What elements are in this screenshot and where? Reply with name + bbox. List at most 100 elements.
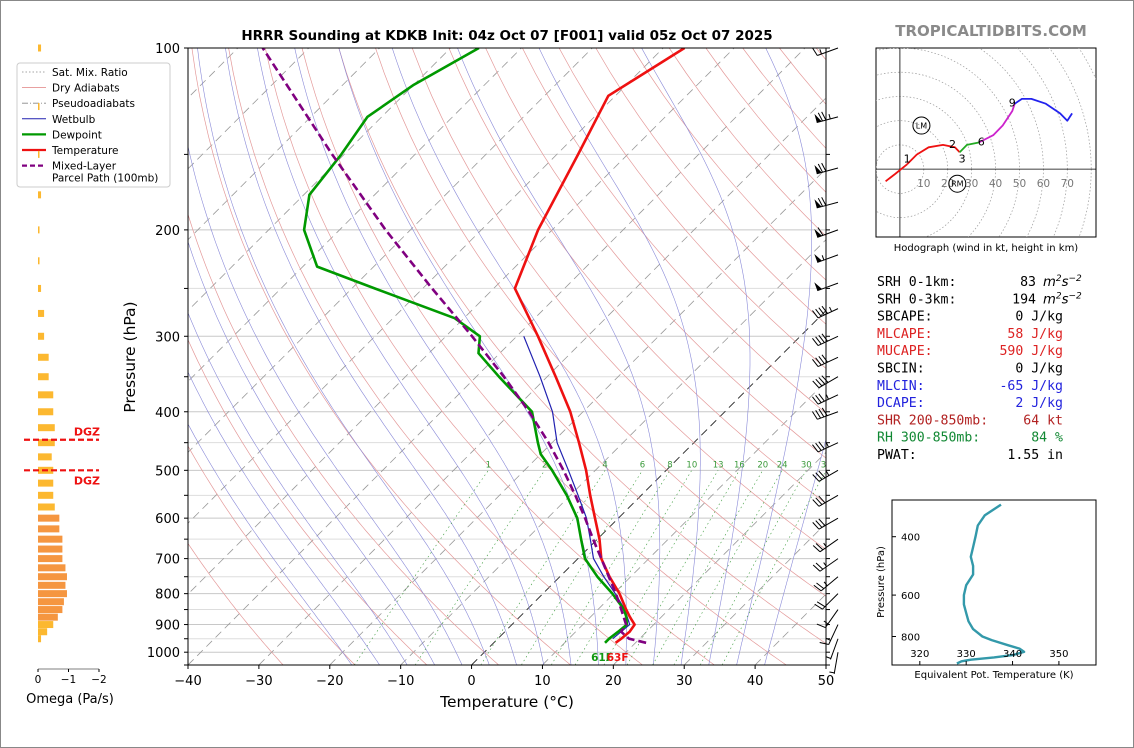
omega-bar (38, 491, 54, 499)
index-row: RH 300-850mb: 84 % (877, 431, 1063, 446)
index-label: MUCAPE: (877, 344, 933, 359)
barb-staff (819, 558, 839, 572)
barb-full (818, 377, 826, 385)
barb-staff (817, 356, 839, 368)
x-tick-label: 10 (534, 674, 551, 689)
barb-flag (814, 253, 823, 263)
index-row: DCAPE: 2 J/kg (877, 396, 1063, 411)
theta-x-tick-label: 340 (1003, 649, 1022, 660)
wind-barb (812, 393, 839, 405)
barb-full (818, 470, 826, 479)
wind-barb (814, 253, 839, 263)
omega-bar (38, 590, 67, 598)
indices-table: SRH 0-1km: 83 m2s−2 SRH 0-3km: 194 m2s−2 SBCAP… (877, 274, 1082, 463)
storm-motion-marker (912, 116, 931, 135)
wind-barb (811, 47, 839, 56)
omega-bar (38, 309, 45, 317)
moist-adiabat (736, 48, 812, 665)
barb-full (816, 601, 826, 608)
isotherm (613, 451, 826, 665)
legend-label: Parcel Path (100mb) (52, 173, 158, 185)
wind-barb (825, 638, 839, 660)
omega-bar (38, 191, 42, 199)
index-value: 590 J/kg (999, 344, 1063, 359)
dry-adiabat (558, 48, 826, 369)
surface-temperature-label: 63F (607, 652, 629, 664)
barb-full (821, 197, 827, 206)
index-row: SBCIN: 0 J/kg (877, 362, 1063, 377)
isotherm (188, 48, 522, 383)
mixing-ratio-line (652, 470, 763, 665)
moist-adiabat (188, 423, 353, 665)
mixing-ratio-line (521, 470, 643, 665)
isotherm (542, 380, 826, 665)
index-row: MLCAPE: 58 J/kg (877, 327, 1063, 342)
barb-staff (820, 576, 839, 592)
skewt-panel: HRRR Sounding at KDKB Init: 04z Oct 07 [… (16, 28, 839, 711)
wind-barb (812, 517, 839, 530)
wind-barb (829, 652, 839, 674)
barb-half (825, 637, 831, 641)
index-value: 2 J/kg (1015, 396, 1063, 411)
barb-flag (814, 199, 822, 208)
storm-motion-label: RM (951, 180, 964, 189)
hodo-ring-label: 20 (941, 178, 954, 190)
wind-barb (812, 469, 839, 482)
x-tick-label: −40 (174, 674, 201, 689)
omega-bar (38, 373, 49, 381)
index-label: SRH 0-1km: (877, 275, 956, 290)
mixing-ratio-label: 13 (713, 460, 724, 470)
omega-bar (38, 535, 63, 543)
dry-adiabat (264, 48, 715, 665)
wind-barb (813, 576, 839, 592)
moist-adiabat (188, 240, 436, 665)
wind-barb (814, 197, 839, 209)
moist-adiabat (764, 438, 826, 665)
x-tick-label: 40 (747, 674, 764, 689)
omega-bar (38, 564, 66, 572)
wind-barb (814, 111, 839, 124)
mixing-ratio-line (626, 470, 740, 665)
y-tick-label: 800 (155, 588, 180, 603)
omega-bar (38, 284, 42, 292)
y-tick-label: 400 (155, 406, 180, 421)
barb-half (823, 542, 827, 548)
hodo-trace (959, 141, 979, 153)
mixing-ratio-label: 20 (757, 460, 768, 470)
x-tick-label: −10 (387, 674, 414, 689)
barb-staff (816, 167, 839, 175)
storm-motion-label: LM (916, 122, 927, 131)
wind-barbs (811, 47, 839, 674)
index-label: SRH 0-3km: (877, 292, 956, 307)
barb-full (812, 310, 819, 319)
barb-full (815, 543, 824, 551)
y-tick-label: 900 (155, 619, 180, 634)
omega-bar (38, 226, 40, 234)
dry-adiabat (188, 445, 356, 665)
barb-half (825, 394, 829, 400)
omega-bar (38, 424, 55, 432)
isotherm (683, 522, 826, 665)
barb-full (813, 584, 822, 592)
barb-full (818, 356, 825, 364)
hodo-height-label: 1 (904, 152, 911, 165)
barb-full (812, 396, 819, 405)
wind-barb (816, 609, 839, 629)
barb-full (816, 582, 825, 589)
hodo-ring-label: 60 (1037, 178, 1050, 190)
barb-full (815, 472, 823, 480)
barb-full (811, 411, 818, 420)
barb-staff (817, 282, 839, 292)
hodo-ring-label: 10 (917, 178, 930, 190)
y-tick-label: 600 (155, 512, 180, 527)
hodo-height-label: 2 (949, 138, 956, 151)
isotherm (188, 48, 806, 665)
omega-bar (38, 613, 58, 621)
site-watermark: TROPICALTIDBITS.COM (895, 22, 1087, 40)
series-mixed-layer-parcel-path-100mb (261, 48, 647, 645)
index-unit: m2s−2 (1043, 291, 1082, 307)
omega-xlabel: Omega (Pa/s) (26, 692, 114, 707)
isotherm (188, 48, 664, 524)
legend-label: Mixed-Layer (52, 161, 117, 173)
hodograph-caption: Hodograph (wind in kt, height in km) (894, 243, 1079, 254)
